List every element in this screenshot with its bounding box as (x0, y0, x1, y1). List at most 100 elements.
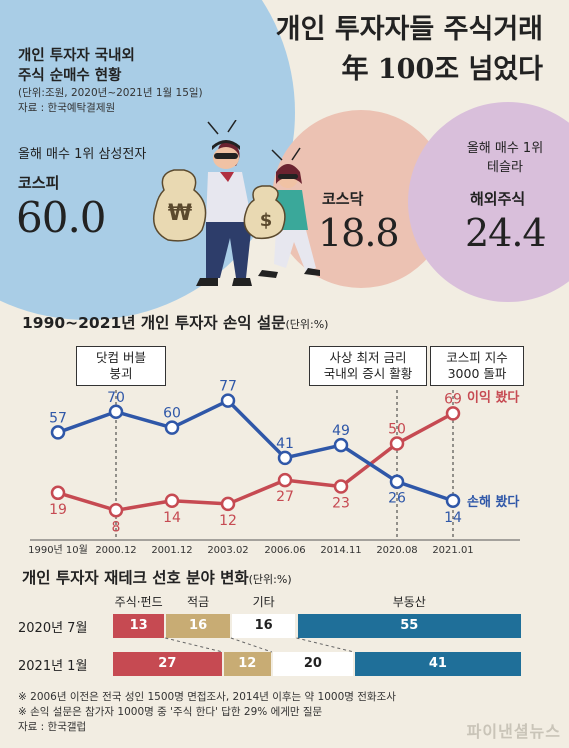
woman-figure (258, 147, 320, 278)
pref-category-0: 주식·펀드 (114, 595, 163, 609)
series-point-0-6 (389, 436, 405, 451)
pref-segment-0-2: 16 (231, 614, 296, 638)
svg-text:$: $ (260, 210, 273, 231)
series-point-0-1 (108, 503, 124, 518)
value-label-1-7: 14 (444, 510, 462, 526)
footnote-2: ※ 손익 설문은 참가자 1000명 중 '주식 한다' 답한 29% 에게만 … (18, 706, 323, 718)
x-tick-label-7: 2021.01 (432, 545, 473, 556)
svg-text:₩: ₩ (168, 201, 192, 226)
value-label-0-5: 23 (332, 495, 350, 511)
x-tick-label-4: 2006.06 (264, 545, 305, 556)
x-tick-label-5: 2014.11 (320, 545, 361, 556)
pref-connector-3 (296, 637, 355, 653)
series-point-1-2 (164, 420, 180, 435)
value-label-0-1: 8 (112, 519, 121, 535)
survey-title-text: 1990~2021년 개인 투자자 손익 설문 (22, 314, 286, 332)
callout-low-rate-1: 사상 최저 금리 (329, 350, 407, 365)
value-label-1-0: 57 (49, 410, 67, 426)
pref-connector-1 (165, 637, 223, 653)
kosdaq-value: 18.8 (318, 211, 400, 255)
callout-kospi3000-2: 3000 돌파 (447, 366, 507, 381)
callout-low-rate: 사상 최저 금리 국내외 증시 활황 (309, 346, 427, 386)
x-tick-label-6: 2020.08 (376, 545, 417, 556)
value-label-1-3: 77 (219, 380, 237, 395)
value-label-1-1: 70 (107, 390, 125, 406)
series-point-1-7 (445, 493, 461, 509)
money-bag-won: ₩ (153, 169, 207, 242)
value-label-1-2: 60 (163, 406, 181, 422)
survey-title: 1990~2021년 개인 투자자 손익 설문(단위:%) (22, 311, 328, 333)
series-point-0-2 (164, 493, 180, 509)
series-point-1-1 (108, 404, 124, 420)
series-point-1-4 (277, 450, 293, 466)
pref-segment-1-3: 41 (354, 652, 521, 676)
overseas-note: 올해 매수 1위 테슬라 (450, 137, 560, 175)
series-point-1-0 (50, 425, 66, 440)
overseas-note-2: 테슬라 (487, 160, 523, 175)
watermark: 파이낸셜뉴스 (466, 722, 561, 741)
value-label-0-0: 19 (49, 502, 67, 518)
series-line-0 (57, 411, 454, 513)
headline: 개인 투자자들 주식거래 年 100조 넘었다 (276, 10, 543, 90)
legend-profit: 이익 봤다 (467, 389, 519, 405)
pref-segment-0-3: 55 (297, 614, 521, 638)
preference-title: 개인 투자자 재테크 선호 분야 변화(단위:%) (22, 566, 292, 588)
callout-low-rate-2: 국내외 증시 활황 (323, 366, 413, 381)
x-tick-label-3: 2003.02 (207, 545, 248, 556)
net-buying-source: 자료 : 한국예탁결제원 (18, 102, 116, 114)
x-tick-label-0: 1990년 10월 (28, 544, 88, 556)
overseas-value: 24.4 (465, 211, 547, 255)
pref-segment-1-1: 12 (223, 652, 271, 676)
survey-unit: (단위:%) (285, 318, 329, 331)
callout-dotcom-1: 닷컴 버블 (96, 350, 146, 365)
overseas-note-1: 올해 매수 1위 (466, 141, 544, 156)
value-label-1-5: 49 (332, 423, 350, 439)
investors-illustration: ₩ $ (153, 120, 320, 286)
series-point-1-5 (333, 437, 349, 453)
kosdaq-label: 코스닥 (322, 190, 364, 208)
series-point-0-3 (220, 496, 236, 512)
value-label-0-4: 27 (276, 489, 294, 505)
footnote-1: ※ 2006년 이전은 전국 성인 1500명 면접조사, 2014년 이후는 … (18, 691, 396, 703)
pref-category-3: 부동산 (392, 595, 426, 609)
series-point-0-0 (50, 485, 66, 501)
series-point-0-5 (333, 479, 349, 494)
net-buying-unit: (단위:조원, 2020년~2021년 1월 15일) (18, 87, 203, 99)
pref-row-label-0: 2020년 7월 (18, 621, 88, 636)
pref-connector-2 (230, 637, 273, 653)
callout-kospi3000-1: 코스피 지수 (446, 350, 508, 365)
pref-category-2: 기타 (252, 595, 275, 609)
net-buying-title-1: 개인 투자자 국내외 (18, 48, 135, 64)
kospi-value: 60.0 (16, 193, 107, 242)
kospi-note: 올해 매수 1위 삼성전자 (18, 147, 147, 162)
callout-dotcom: 닷컴 버블 붕괴 (76, 346, 166, 386)
man-figure (196, 120, 252, 286)
series-point-0-7 (445, 406, 461, 421)
callout-kospi3000: 코스피 지수 3000 돌파 (430, 346, 524, 386)
value-label-0-6: 50 (388, 422, 406, 438)
pref-segment-1-0: 27 (113, 652, 222, 676)
series-point-0-4 (277, 472, 293, 488)
headline-line2: 年 100조 넘었다 (341, 54, 543, 85)
value-label-1-4: 41 (276, 436, 294, 452)
value-label-1-6: 26 (388, 491, 406, 507)
overseas-label: 해외주식 (470, 190, 526, 208)
series-point-1-6 (389, 474, 405, 489)
callout-dotcom-2: 붕괴 (109, 366, 133, 381)
pref-segment-0-1: 16 (166, 614, 230, 638)
x-tick-label-1: 2000.12 (95, 545, 136, 556)
series-point-1-3 (220, 393, 236, 408)
headline-line1: 개인 투자자들 주식거래 (275, 14, 543, 45)
overseas-circle (408, 102, 569, 302)
pref-category-1: 적금 (187, 595, 210, 609)
value-label-0-3: 12 (219, 513, 237, 529)
footnote-source: 자료 : 한국갤럽 (18, 721, 87, 733)
pref-segment-1-2: 20 (272, 652, 353, 676)
value-label-0-2: 14 (163, 510, 181, 526)
legend-loss: 손해 봤다 (467, 494, 519, 510)
pref-row-label-1: 2021년 1월 (18, 659, 88, 674)
preference-unit: (단위:%) (248, 573, 292, 586)
preference-title-text: 개인 투자자 재테크 선호 분야 변화 (22, 569, 249, 587)
